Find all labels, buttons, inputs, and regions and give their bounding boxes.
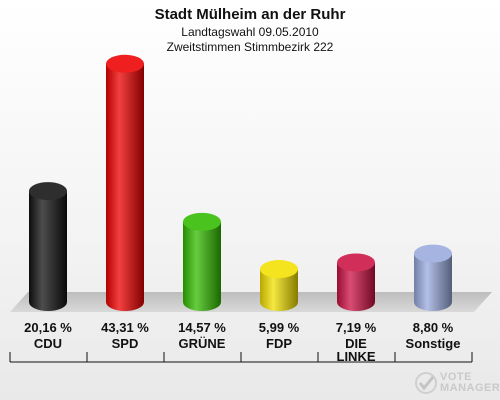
category-label: CDU <box>33 336 63 351</box>
brand-line-2: MANAGER <box>440 382 500 394</box>
category-label: DIE LINKE <box>336 336 376 364</box>
category-label: Sonstige <box>405 336 461 351</box>
chart-subtitle-district: Zweitstimmen Stimmbezirk 222 <box>166 40 334 54</box>
bar-fdp <box>260 260 298 311</box>
votemanager-logo: VOTE MANAGER <box>414 370 500 396</box>
bar-die-linke <box>337 253 375 311</box>
category-label: GRÜNE <box>178 336 226 351</box>
category-label: SPD <box>111 336 139 351</box>
bar-spd <box>106 54 144 311</box>
x-axis <box>9 352 473 363</box>
bar-grüne <box>183 212 221 311</box>
bar-cdu <box>29 182 67 311</box>
value-label: 7,19 % <box>335 320 377 335</box>
checkmark-icon <box>415 372 437 394</box>
value-label: 43,31 % <box>101 320 149 335</box>
chart-title: Stadt Mülheim an der Ruhr <box>154 6 346 23</box>
brand-line-1: VOTE <box>440 371 472 383</box>
value-label: 5,99 % <box>258 320 300 335</box>
chart-subtitle-election: Landtagswahl 09.05.2010 <box>181 25 319 39</box>
value-label: 14,57 % <box>178 320 226 335</box>
bar-sonstige <box>414 244 452 311</box>
category-label: FDP <box>266 336 292 351</box>
value-label: 20,16 % <box>24 320 72 335</box>
value-label: 8,80 % <box>412 320 454 335</box>
